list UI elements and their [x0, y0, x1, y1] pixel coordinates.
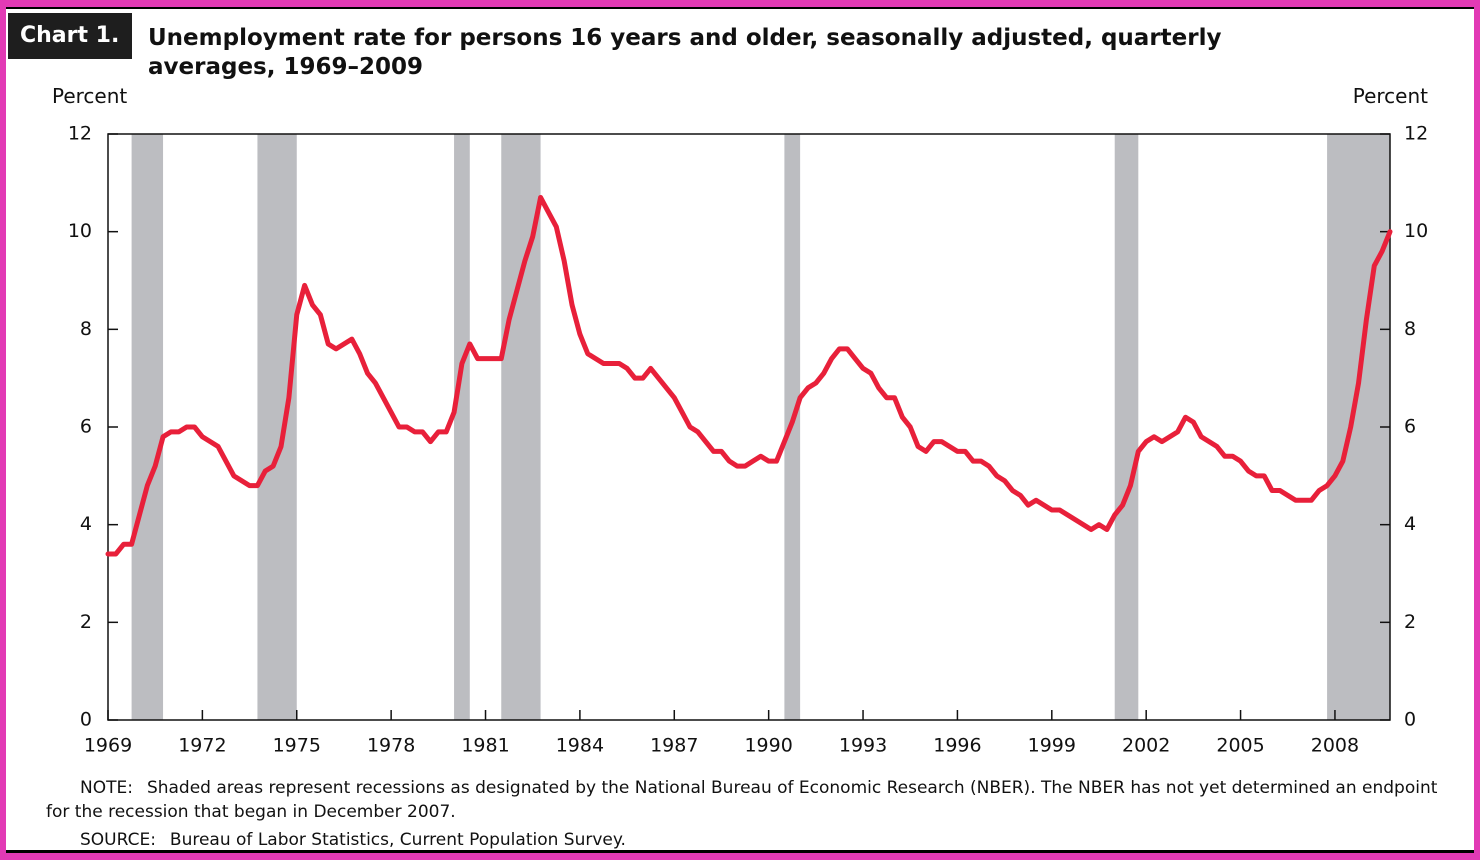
y2-tick-label: 4	[1404, 513, 1416, 535]
x-tick-label: 1984	[556, 735, 604, 757]
line	[105, 194, 1393, 557]
x-tick-label: 2008	[1311, 735, 1359, 757]
y2-tick-label: 6	[1404, 416, 1416, 438]
source-label: SOURCE:	[80, 830, 156, 850]
chart-title: Unemployment rate for persons 16 years a…	[148, 25, 1222, 80]
source: SOURCE: Bureau of Labor Statistics, Curre…	[46, 828, 1456, 852]
y-tick-label: 12	[68, 123, 92, 145]
note-label: NOTE:	[80, 778, 133, 798]
x-tick-label: 1996	[933, 735, 981, 757]
recession-shade	[454, 134, 470, 720]
y2-tick-label: 10	[1404, 220, 1428, 242]
x-tick-label: 1987	[650, 735, 698, 757]
x-tick-label: 1993	[839, 735, 887, 757]
recession-shade	[131, 134, 164, 720]
y2-tick-label: 8	[1404, 318, 1416, 340]
x-tick-label: 1975	[273, 735, 321, 757]
y2-axis-label: Percent	[1352, 84, 1428, 108]
source-text: Bureau of Labor Statistics, Current Popu…	[169, 830, 626, 850]
x-tick-label: 1999	[1028, 735, 1076, 757]
recession-shade	[1327, 134, 1390, 720]
y-tick-label: 10	[68, 220, 92, 242]
y2-tick-label: 12	[1404, 123, 1428, 145]
note: NOTE: Shaded areas represent recessions a…	[46, 776, 1456, 824]
y-tick-label: 8	[80, 318, 92, 340]
note-text: Shaded areas represent recessions as des…	[46, 778, 1438, 822]
x-tick-label: 1978	[367, 735, 415, 757]
y-tick-label: 4	[80, 513, 92, 535]
chart-label: Chart 1.	[8, 13, 132, 59]
y2-tick-label: 0	[1404, 709, 1416, 731]
y-axis-label: Percent	[52, 84, 128, 108]
recession-shade	[257, 134, 297, 720]
frame	[6, 7, 1474, 853]
y-tick-label: 2	[80, 611, 92, 633]
x-tick-label: 1990	[744, 735, 792, 757]
recession-shade	[1114, 134, 1139, 720]
x-tick-label: 1972	[178, 735, 226, 757]
x-tick-label: 2005	[1216, 735, 1264, 757]
y-tick-label: 0	[80, 709, 92, 731]
y-tick-label: 6	[80, 416, 92, 438]
x-tick-label: 1981	[461, 735, 509, 757]
x-tick-label: 2002	[1122, 735, 1170, 757]
x-tick-label: 1969	[84, 735, 132, 757]
y2-tick-label: 2	[1404, 611, 1416, 633]
